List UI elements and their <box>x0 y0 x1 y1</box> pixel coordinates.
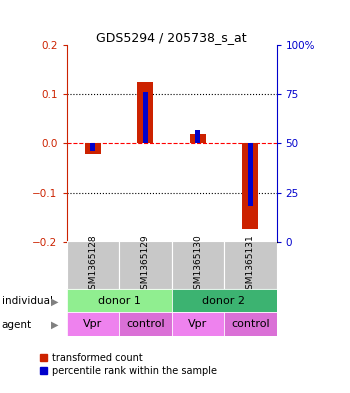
Bar <box>66 312 119 336</box>
Bar <box>119 241 172 289</box>
Text: GSM1365131: GSM1365131 <box>246 235 255 295</box>
Bar <box>66 289 172 312</box>
Text: GSM1365129: GSM1365129 <box>141 235 150 295</box>
Bar <box>195 130 200 143</box>
Bar <box>119 312 172 336</box>
Text: GSM1365128: GSM1365128 <box>88 235 97 295</box>
Text: donor 2: donor 2 <box>203 296 245 306</box>
Bar <box>137 82 153 143</box>
Bar <box>172 312 224 336</box>
Bar <box>172 241 224 289</box>
Bar <box>143 92 148 143</box>
Text: donor 1: donor 1 <box>98 296 140 306</box>
Text: Vpr: Vpr <box>83 319 102 329</box>
Text: agent: agent <box>2 320 32 330</box>
Bar <box>172 289 276 312</box>
Bar <box>85 143 101 154</box>
Text: Vpr: Vpr <box>188 319 207 329</box>
Bar <box>224 241 276 289</box>
Text: ▶: ▶ <box>51 296 59 307</box>
Text: ▶: ▶ <box>51 320 59 330</box>
Text: individual: individual <box>2 296 53 307</box>
Bar <box>190 134 206 143</box>
Text: control: control <box>231 319 270 329</box>
Bar <box>224 312 276 336</box>
Bar <box>248 143 253 206</box>
Title: GDS5294 / 205738_s_at: GDS5294 / 205738_s_at <box>96 31 247 44</box>
Text: GSM1365130: GSM1365130 <box>193 235 202 295</box>
Bar <box>90 143 95 151</box>
Text: control: control <box>126 319 164 329</box>
Bar <box>242 143 258 230</box>
Legend: transformed count, percentile rank within the sample: transformed count, percentile rank withi… <box>40 353 217 376</box>
Bar <box>66 241 119 289</box>
